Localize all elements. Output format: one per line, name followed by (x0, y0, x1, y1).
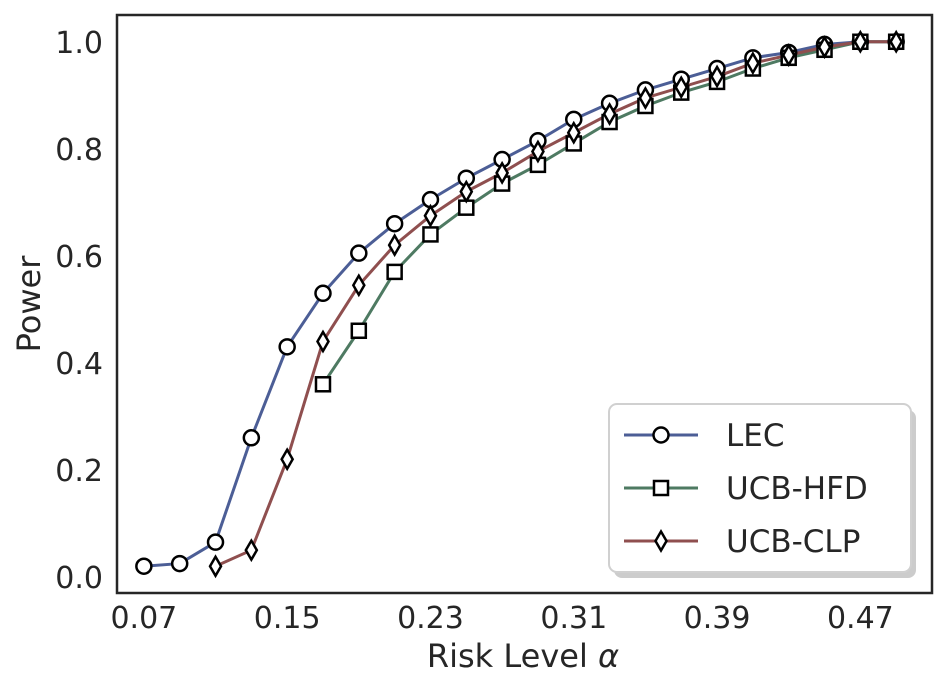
data-point-ucb-hfd (350, 322, 368, 340)
data-point-ucb-clp (387, 233, 402, 258)
data-point-ucb-clp (602, 102, 617, 127)
data-point-ucb-clp (710, 64, 724, 89)
x-tick-label: 0.47 (827, 601, 894, 636)
data-point-ucb-clp (423, 203, 438, 228)
series-line-lec (143, 40, 897, 568)
y-tick-label: 0.6 (55, 240, 103, 275)
data-point-ucb-hfd (314, 376, 332, 393)
data-point-ucb-clp (280, 447, 295, 472)
y-axis-ticks: 0.0 0.2 0.4 0.6 0.8 1.0 (55, 26, 103, 596)
data-point-ucb-clp (208, 554, 223, 579)
data-point-ucb-clp (566, 120, 581, 145)
x-axis-ticks: 0.07 0.15 0.23 0.31 0.39 0.47 (110, 601, 893, 636)
data-point-ucb-clp (351, 273, 366, 298)
legend-label-lec: LEC (726, 418, 785, 454)
y-tick-label: 0.8 (55, 133, 103, 168)
data-point-ucb-clp (817, 35, 832, 60)
data-point-ucb-hfd (386, 263, 403, 281)
data-point-ucb-clp (674, 75, 689, 100)
data-point-lec (314, 284, 332, 303)
legend-marker-ucb-hfd (652, 479, 670, 497)
legend-entries: LEC UCB-HFD UCB-CLP (624, 418, 868, 560)
x-axis-label: Risk Level α (427, 637, 619, 675)
y-axis-label: Power (10, 255, 48, 353)
x-tick-label: 0.07 (110, 601, 177, 636)
data-point-lec (278, 338, 296, 356)
legend-label-ucb-hfd: UCB-HFD (726, 471, 868, 507)
legend-box (608, 403, 912, 573)
data-point-ucb-clp (745, 51, 760, 76)
data-point-lec (242, 429, 261, 447)
y-tick-label: 1.0 (55, 26, 103, 61)
data-point-lec (350, 244, 368, 262)
x-tick-label: 0.31 (540, 601, 607, 636)
data-point-ucb-hfd (422, 226, 439, 243)
data-point-ucb-clp (781, 43, 796, 68)
data-point-ucb-clp (889, 29, 904, 54)
x-axis-label-text: Risk Level (427, 637, 588, 675)
legend-marker-ucb-clp (654, 529, 668, 553)
x-axis-label-symbol: α (598, 637, 619, 675)
data-point-ucb-clp (638, 85, 653, 110)
data-point-lec (135, 557, 153, 575)
data-point-ucb-clp (495, 160, 510, 185)
data-point-lec (385, 214, 404, 233)
data-point-ucb-clp (853, 29, 868, 54)
legend: LEC UCB-HFD UCB-CLP (608, 403, 916, 578)
data-point-ucb-clp (459, 179, 474, 204)
legend-label-ucb-clp: UCB-CLP (726, 524, 860, 560)
data-point-ucb-clp (244, 538, 259, 563)
y-tick-label: 0.0 (55, 561, 103, 596)
data-point-ucb-clp (316, 329, 330, 354)
data-point-ucb-clp (530, 139, 545, 164)
x-tick-label: 0.39 (684, 601, 751, 636)
x-tick-label: 0.15 (254, 601, 321, 636)
x-tick-label: 0.23 (397, 601, 464, 636)
data-point-lec (170, 554, 189, 573)
legend-marker-lec (652, 426, 670, 444)
series-markers (135, 29, 905, 579)
y-tick-label: 0.2 (55, 454, 103, 489)
data-point-lec (206, 533, 225, 551)
y-tick-label: 0.4 (55, 347, 103, 382)
